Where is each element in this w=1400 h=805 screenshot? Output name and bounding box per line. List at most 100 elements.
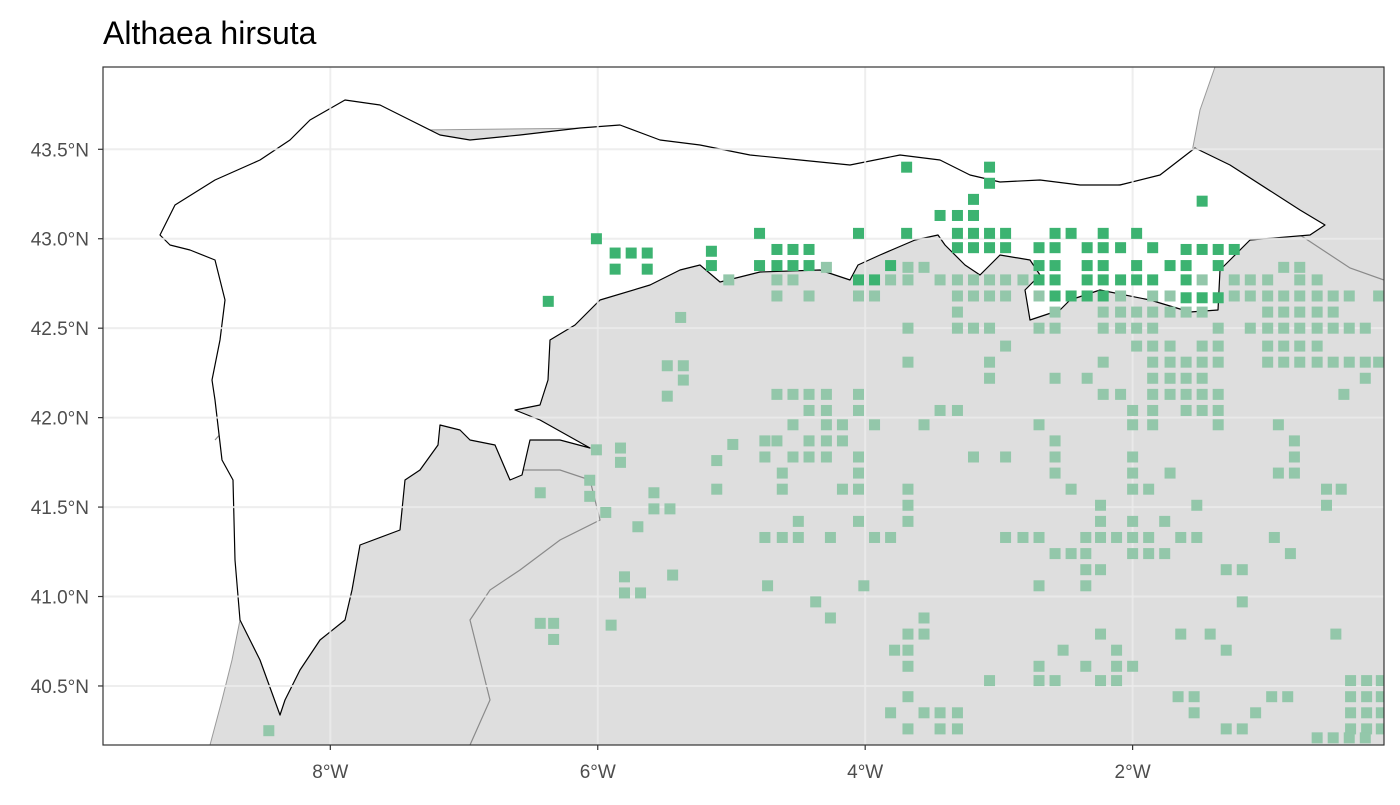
occurrence-cell: [1327, 322, 1339, 334]
occurrence-cell: [759, 451, 771, 463]
occurrence-cell: [1268, 531, 1280, 543]
occurrence-cell: [1361, 691, 1373, 703]
occurrence-cell: [1097, 322, 1109, 334]
occurrence-cell: [1244, 274, 1256, 286]
occurrence-cell: [951, 209, 963, 221]
occurrence-cell: [1033, 260, 1045, 272]
occurrence-cell: [1131, 306, 1143, 318]
y-tick-label: 43.5°N: [31, 140, 89, 161]
occurrence-cell: [918, 419, 930, 431]
occurrence-cell: [1373, 356, 1384, 368]
occurrence-cell: [1111, 675, 1123, 687]
occurrence-cell: [614, 456, 626, 468]
occurrence-cell: [1049, 451, 1061, 463]
occurrence-cell: [967, 242, 979, 254]
occurrence-cell: [902, 515, 914, 527]
occurrence-cell: [1284, 548, 1296, 560]
occurrence-cell: [1000, 227, 1012, 239]
occurrence-cell: [1081, 260, 1093, 272]
occurrence-cell: [787, 451, 799, 463]
occurrence-cell: [902, 483, 914, 495]
occurrence-cell: [1081, 274, 1093, 286]
occurrence-cell: [1081, 372, 1093, 384]
occurrence-cell: [1147, 322, 1159, 334]
occurrence-cell: [1361, 707, 1373, 719]
x-tick-label: 2°W: [1115, 762, 1151, 783]
occurrence-cell: [1127, 660, 1139, 672]
occurrence-cell: [776, 467, 788, 479]
occurrence-cell: [1272, 419, 1284, 431]
occurrence-cell: [1196, 306, 1208, 318]
occurrence-cell: [1180, 356, 1192, 368]
occurrence-cell: [1278, 340, 1290, 352]
panel-border: [102, 66, 1385, 746]
map: [159, 67, 1384, 745]
occurrence-cell: [1095, 628, 1107, 640]
occurrence-cell: [1143, 548, 1155, 560]
occurrence-cell: [1343, 290, 1355, 302]
occurrence-cell: [1033, 242, 1045, 254]
occurrence-cell: [885, 707, 897, 719]
occurrence-cell: [951, 707, 963, 719]
occurrence-cell: [1228, 274, 1240, 286]
occurrence-cell: [1049, 322, 1061, 334]
occurrence-cell: [677, 360, 689, 372]
occurrence-cell: [1311, 322, 1323, 334]
occurrence-cell: [918, 612, 930, 624]
occurrence-cell: [661, 360, 673, 372]
occurrence-cell: [984, 242, 996, 254]
occurrence-cell: [967, 322, 979, 334]
occurrence-cell: [1147, 274, 1159, 286]
occurrence-cell: [967, 451, 979, 463]
occurrence-cell: [1262, 274, 1274, 286]
occurrence-cell: [759, 531, 771, 543]
occurrence-cell: [1236, 564, 1248, 576]
occurrence-cell: [1159, 548, 1171, 560]
occurrence-cell: [1033, 274, 1045, 286]
occurrence-cell: [771, 260, 783, 272]
occurrence-cell: [1127, 548, 1139, 560]
occurrence-cell: [852, 227, 864, 239]
occurrence-cell: [869, 274, 881, 286]
occurrence-cell: [1164, 388, 1176, 400]
occurrence-cell: [1097, 388, 1109, 400]
occurrence-cell: [1294, 356, 1306, 368]
occurrence-cell: [711, 455, 723, 467]
occurrence-cell: [1330, 628, 1342, 640]
y-tick-label: 42.0°N: [31, 409, 89, 430]
occurrence-cell: [1361, 723, 1373, 735]
occurrence-cell: [1327, 732, 1339, 744]
occurrence-cell: [1220, 564, 1232, 576]
occurrence-cell: [1049, 242, 1061, 254]
occurrence-cell: [869, 419, 881, 431]
occurrence-cell: [727, 438, 739, 450]
occurrence-cell: [1338, 388, 1350, 400]
occurrence-cell: [1335, 483, 1347, 495]
occurrence-cell: [902, 723, 914, 735]
occurrence-cell: [1147, 306, 1159, 318]
occurrence-cell: [951, 274, 963, 286]
occurrence-cell: [1095, 515, 1107, 527]
y-tick-label: 42.5°N: [31, 319, 89, 340]
occurrence-cell: [1294, 306, 1306, 318]
occurrence-cell: [1212, 292, 1224, 304]
occurrence-cell: [263, 725, 275, 737]
occurrence-cell: [754, 260, 766, 272]
occurrence-cell: [1000, 451, 1012, 463]
occurrence-cell: [1000, 242, 1012, 254]
occurrence-cell: [1127, 419, 1139, 431]
occurrence-cell: [771, 435, 783, 447]
occurrence-cell: [1345, 723, 1357, 735]
occurrence-cell: [902, 274, 914, 286]
occurrence-cell: [1049, 548, 1061, 560]
occurrence-cell: [548, 617, 560, 629]
occurrence-cell: [951, 242, 963, 254]
occurrence-cell: [1345, 675, 1357, 687]
occurrence-cell: [951, 322, 963, 334]
occurrence-cell: [1049, 260, 1061, 272]
occurrence-cell: [542, 295, 554, 307]
occurrence-cell: [1080, 548, 1092, 560]
occurrence-cell: [836, 435, 848, 447]
occurrence-cell: [771, 243, 783, 255]
